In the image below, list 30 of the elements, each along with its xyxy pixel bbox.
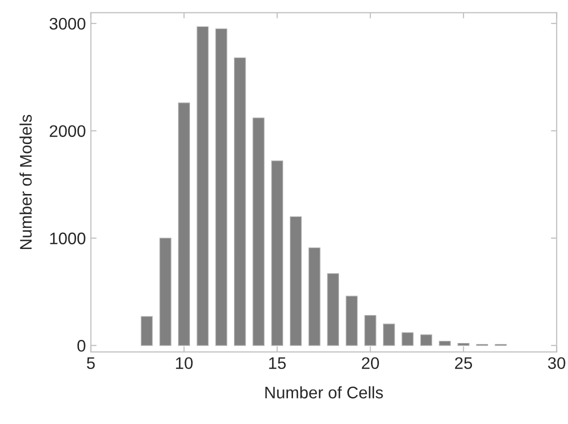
bar bbox=[420, 334, 432, 346]
bar bbox=[252, 118, 264, 346]
bar bbox=[290, 216, 302, 346]
y-tick-label: 3000 bbox=[50, 18, 86, 30]
bar bbox=[271, 160, 284, 346]
y-tick-label: 0 bbox=[77, 340, 86, 352]
bar bbox=[364, 315, 376, 346]
x-tick-label: 30 bbox=[548, 357, 566, 370]
x-axis-title: Number of Cells bbox=[265, 386, 383, 398]
bar bbox=[178, 102, 190, 346]
bar bbox=[159, 238, 172, 346]
bar bbox=[438, 340, 451, 346]
bar bbox=[215, 28, 228, 346]
bar bbox=[308, 247, 320, 346]
bar bbox=[346, 296, 358, 346]
x-tick-label: 15 bbox=[269, 357, 286, 370]
x-tick-label: 20 bbox=[362, 357, 379, 370]
bar bbox=[140, 316, 153, 346]
x-tick-label: 5 bbox=[86, 357, 95, 370]
y-tick-label: 1000 bbox=[50, 232, 86, 244]
bar bbox=[458, 342, 470, 346]
y-tick-label: 2000 bbox=[50, 125, 86, 137]
bar bbox=[383, 324, 395, 346]
x-tick-label: 10 bbox=[176, 357, 193, 370]
bar bbox=[234, 57, 246, 346]
y-axis-title: Number of Models bbox=[20, 114, 32, 250]
x-tick-label: 25 bbox=[455, 357, 472, 370]
bar bbox=[327, 273, 340, 346]
bar bbox=[402, 332, 414, 346]
bar bbox=[196, 26, 209, 346]
